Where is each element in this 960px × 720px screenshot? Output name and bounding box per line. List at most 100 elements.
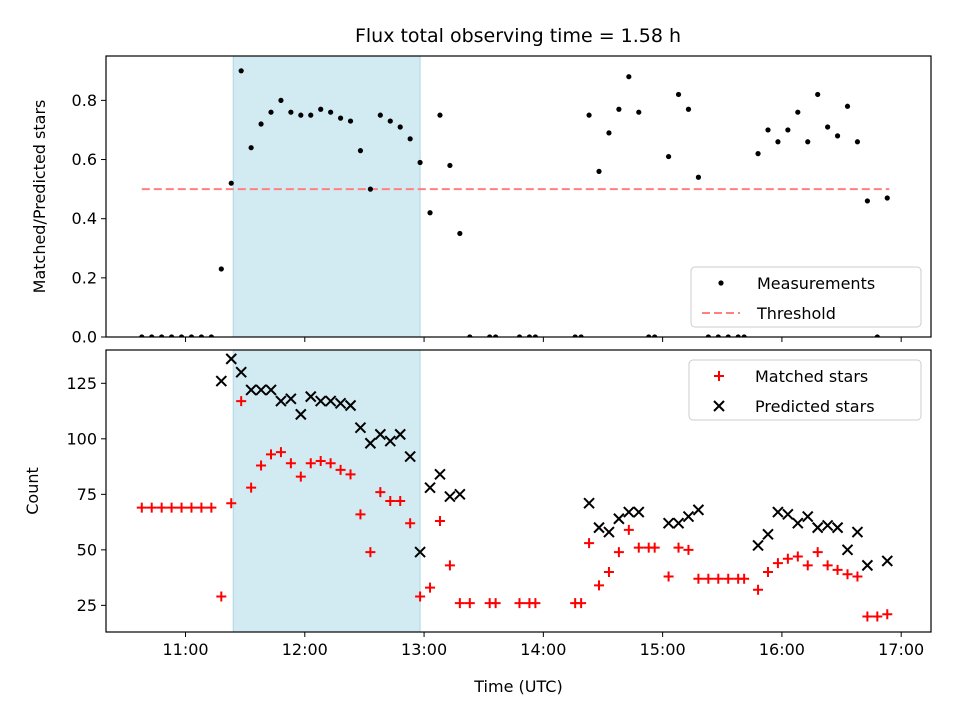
y-tick-label: 0.6 bbox=[72, 150, 97, 169]
data-point bbox=[385, 495, 396, 506]
data-point bbox=[149, 334, 155, 337]
data-point bbox=[266, 449, 276, 460]
data-point bbox=[752, 539, 764, 552]
data-point bbox=[305, 390, 317, 403]
y-tick-label: 0.4 bbox=[72, 209, 97, 228]
data-point bbox=[236, 396, 247, 407]
data-point bbox=[447, 162, 453, 169]
y-tick-label: 125 bbox=[66, 374, 97, 393]
data-point bbox=[375, 487, 386, 498]
plot-area bbox=[139, 56, 890, 337]
axes-frame bbox=[105, 55, 932, 338]
data-point bbox=[434, 515, 445, 526]
data-point bbox=[156, 502, 167, 513]
data-point bbox=[188, 334, 195, 337]
data-point bbox=[576, 598, 587, 609]
data-point bbox=[633, 506, 645, 518]
data-point bbox=[864, 198, 870, 204]
data-point bbox=[685, 106, 692, 112]
data-point bbox=[295, 408, 307, 421]
observing-window bbox=[232, 56, 421, 337]
data-point bbox=[755, 151, 761, 157]
axes-frame bbox=[105, 349, 932, 633]
data-point bbox=[295, 471, 306, 482]
data-point bbox=[802, 560, 813, 571]
data-point bbox=[324, 395, 337, 407]
data-point bbox=[603, 526, 615, 538]
data-point bbox=[825, 124, 831, 130]
data-point bbox=[325, 458, 336, 469]
data-point bbox=[723, 573, 734, 584]
data-point bbox=[374, 428, 387, 441]
legend-swatch bbox=[718, 280, 724, 286]
data-point bbox=[245, 384, 257, 396]
legend-label: Threshold bbox=[756, 304, 836, 323]
data-point bbox=[457, 230, 463, 237]
data-point bbox=[586, 112, 592, 118]
data-point bbox=[762, 528, 774, 541]
data-point bbox=[414, 546, 426, 558]
data-point bbox=[623, 524, 634, 535]
x-tick-label: 17:00 bbox=[878, 640, 924, 659]
data-point bbox=[355, 509, 366, 520]
data-point bbox=[854, 139, 861, 145]
data-point bbox=[725, 334, 731, 337]
data-point bbox=[354, 422, 367, 434]
data-point bbox=[626, 74, 632, 80]
data-point bbox=[815, 91, 821, 98]
data-point bbox=[169, 334, 175, 337]
data-point bbox=[225, 353, 237, 365]
data-point bbox=[844, 103, 851, 109]
data-point bbox=[255, 384, 267, 396]
data-point bbox=[693, 573, 704, 584]
data-point bbox=[437, 112, 443, 118]
data-point bbox=[572, 334, 578, 337]
data-point bbox=[514, 598, 525, 609]
data-point bbox=[384, 435, 396, 447]
data-point bbox=[434, 468, 446, 481]
y-tick-label: 0.2 bbox=[72, 268, 97, 287]
data-point bbox=[646, 334, 652, 337]
data-point bbox=[417, 159, 423, 166]
data-point bbox=[198, 334, 205, 337]
legend-swatch bbox=[714, 371, 724, 381]
data-point bbox=[246, 482, 257, 493]
data-point bbox=[616, 106, 622, 112]
data-point bbox=[215, 375, 228, 387]
y-tick-label: 0.0 bbox=[72, 328, 97, 347]
data-point bbox=[695, 174, 702, 180]
x-tick-label: 11:00 bbox=[162, 640, 208, 659]
data-point bbox=[526, 334, 533, 337]
data-point bbox=[675, 91, 682, 98]
data-point bbox=[275, 395, 287, 407]
legend-frame bbox=[688, 359, 922, 421]
y-tick-label: 100 bbox=[66, 429, 97, 448]
data-point bbox=[715, 334, 721, 337]
x-tick-label: 12:00 bbox=[282, 640, 328, 659]
data-point bbox=[493, 334, 499, 337]
data-point bbox=[464, 598, 475, 609]
data-point bbox=[248, 145, 254, 151]
bottom-panel: 11:00 12:00 13:00 14:00 15:00 16:00 17:00 25 50 7… bbox=[23, 349, 932, 696]
data-point bbox=[851, 526, 864, 538]
data-point bbox=[139, 334, 145, 337]
data-point bbox=[314, 395, 327, 407]
legend: Measurements Threshold bbox=[690, 266, 922, 328]
data-point bbox=[739, 573, 750, 584]
data-point bbox=[578, 334, 584, 337]
data-point bbox=[882, 609, 893, 620]
data-point bbox=[613, 513, 625, 525]
data-point bbox=[256, 460, 267, 471]
data-point bbox=[318, 106, 324, 112]
data-point bbox=[841, 544, 854, 556]
data-point bbox=[861, 559, 874, 572]
data-point bbox=[407, 136, 413, 142]
data-point bbox=[834, 133, 841, 139]
data-point bbox=[884, 195, 890, 201]
data-point bbox=[842, 569, 853, 580]
data-point bbox=[315, 456, 326, 467]
data-point bbox=[613, 547, 624, 558]
data-point bbox=[216, 591, 227, 602]
legend-label: Predicted stars bbox=[755, 397, 875, 416]
data-point bbox=[159, 334, 165, 337]
